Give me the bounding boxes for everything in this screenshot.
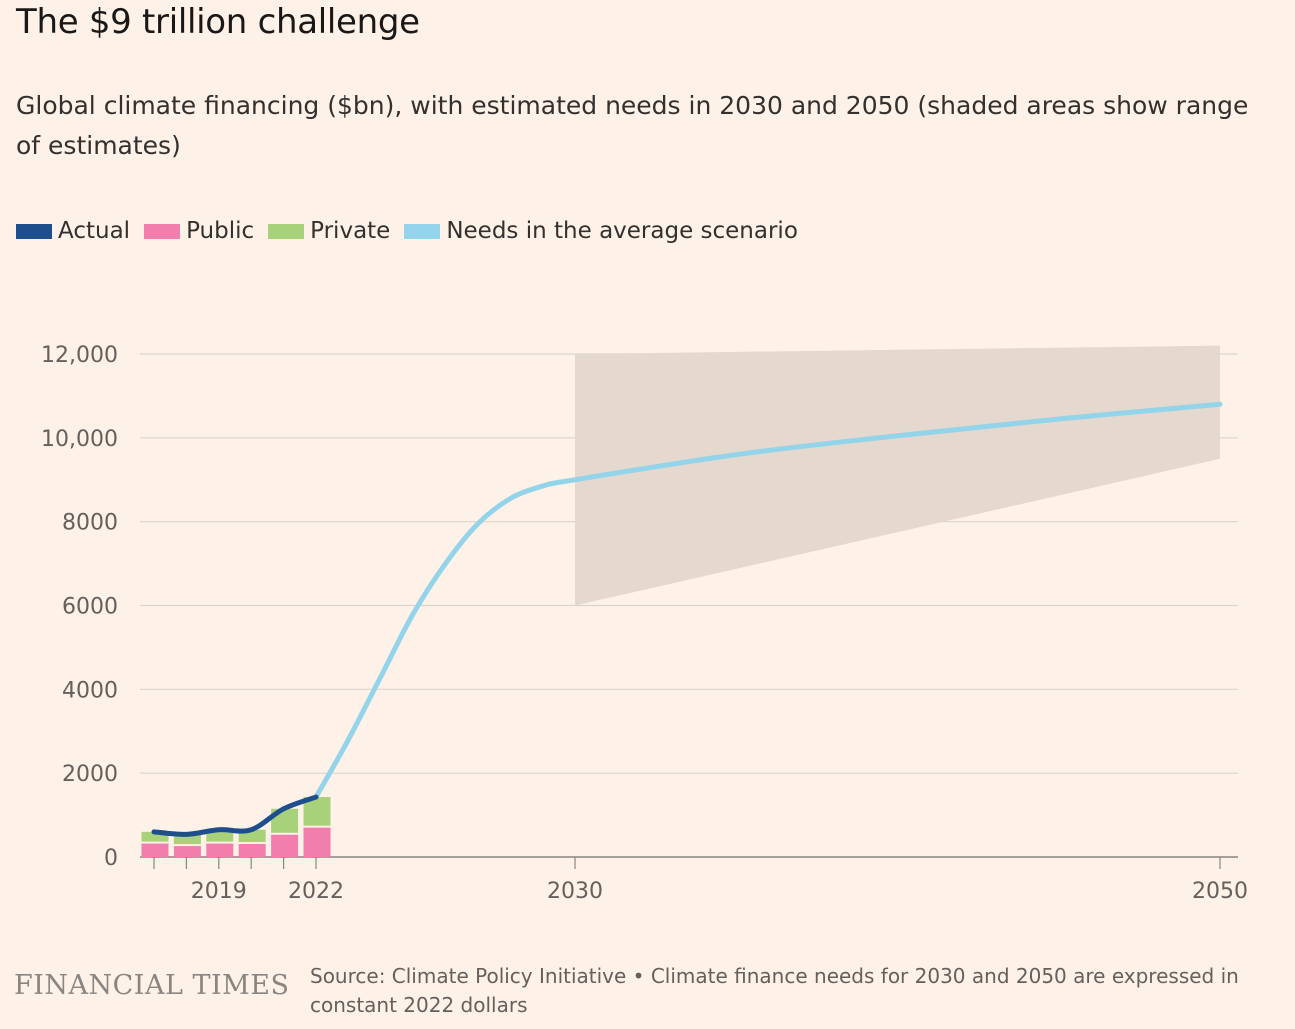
needs-line [313, 401, 1223, 800]
chart-plot: 0 2000 4000 6000 8000 10,000 12,000 2019 2022 203… [41, 343, 1248, 904]
bar-private [141, 831, 169, 842]
y-tick-label: 12,000 [41, 343, 118, 368]
source-note: Source: Climate Policy Initiative • Clim… [310, 964, 1239, 1017]
y-tick-label: 4000 [62, 678, 118, 703]
legend-swatch-needs [404, 223, 441, 239]
needs-range-area [575, 345, 1220, 606]
y-tick-label: 10,000 [41, 427, 118, 452]
legend-label-actual: Actual [58, 218, 131, 244]
legend-label-needs: Needs in the average scenario [446, 218, 798, 244]
legend-swatch-actual [16, 223, 52, 239]
legend-label-private: Private [310, 218, 391, 244]
bar-public [206, 843, 234, 857]
x-tick-label: 2050 [1192, 879, 1248, 904]
legend-item-public: Public [144, 218, 254, 244]
legend-swatch-public [144, 223, 181, 239]
bar-public [238, 844, 266, 857]
bar-private [206, 829, 234, 842]
bar-public [173, 846, 201, 857]
y-tick-label: 0 [104, 846, 118, 871]
y-tick-label: 6000 [62, 595, 118, 620]
x-tick-label: 2019 [191, 879, 247, 904]
bar-public [141, 843, 169, 857]
legend-item-needs: Needs in the average scenario [404, 218, 798, 244]
chart-title: The $9 trillion challenge [16, 2, 420, 42]
legend-item-private: Private [268, 218, 390, 244]
actual-line [151, 794, 319, 837]
y-tick-label: 2000 [62, 762, 118, 787]
ft-logo: FINANCIAL TIMES [14, 970, 290, 1001]
chart-subtitle: Global climate financing ($bn), with est… [16, 91, 1249, 160]
bar-public [303, 827, 331, 857]
legend-swatch-private [268, 223, 305, 239]
x-tick-label: 2022 [288, 879, 344, 904]
bar-private [173, 834, 201, 845]
legend-label-public: Public [186, 218, 255, 244]
legend-item-actual: Actual [16, 218, 130, 244]
legend: Actual Public Private Needs in the avera… [16, 218, 812, 244]
x-tick-label: 2030 [547, 879, 603, 904]
bar-public [271, 834, 299, 857]
y-tick-label: 8000 [62, 511, 118, 536]
